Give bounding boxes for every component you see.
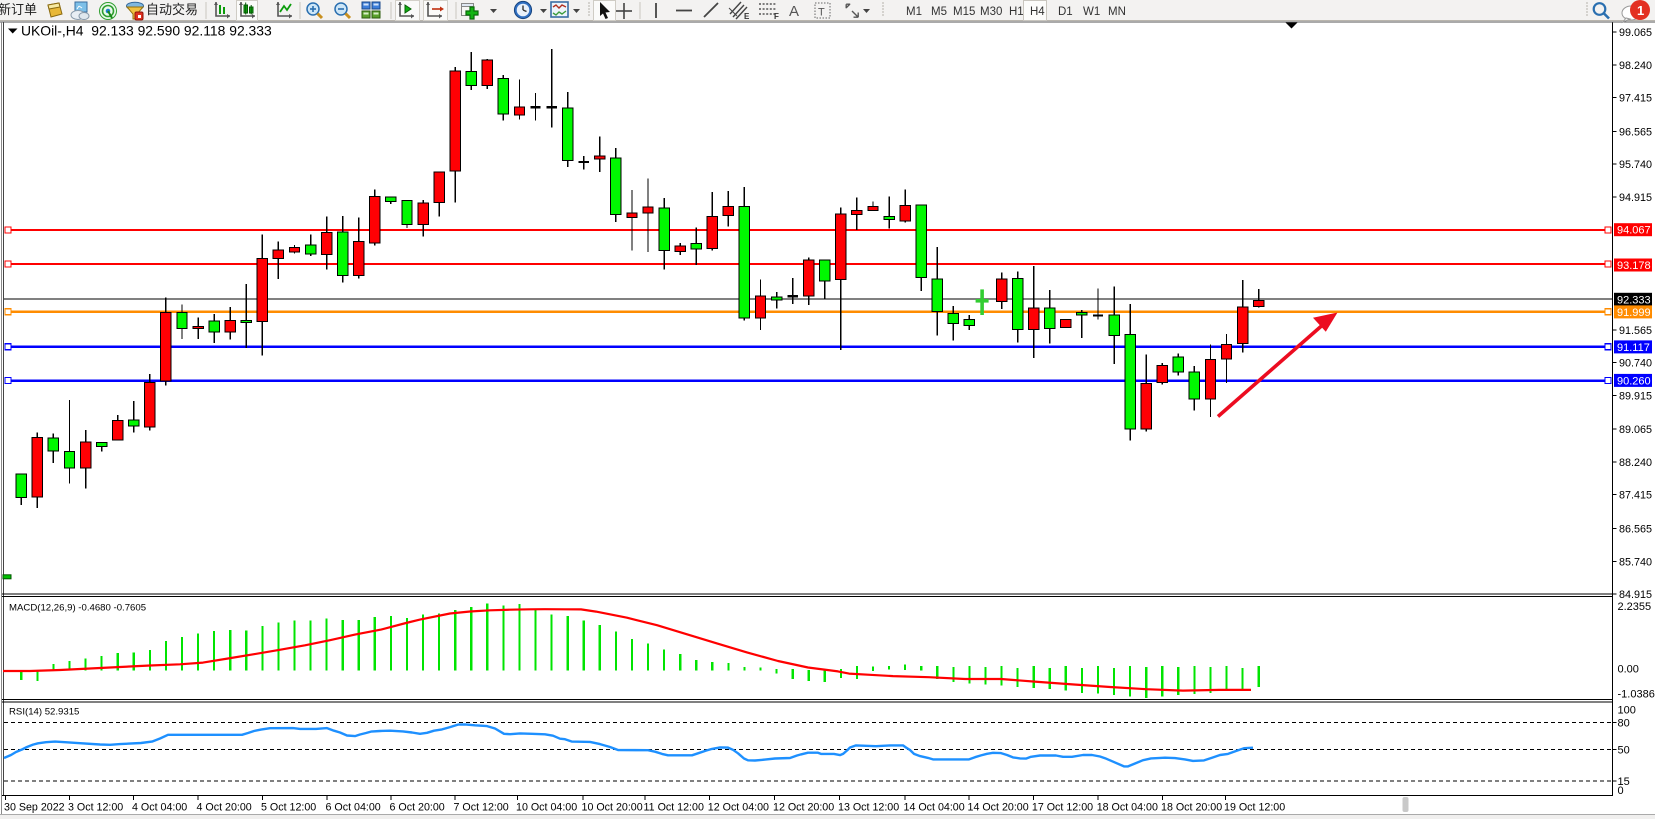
- svg-text:2.2355: 2.2355: [1618, 601, 1652, 613]
- svg-text:89.065: 89.065: [1619, 424, 1652, 436]
- svg-text:T: T: [818, 7, 825, 19]
- svg-text:UKOil-,H4 92.133 92.590 92.11: UKOil-,H4 92.133 92.590 92.118 92.333: [21, 23, 272, 39]
- svg-text:12 Oct 04:00: 12 Oct 04:00: [708, 802, 769, 814]
- svg-text:85.740: 85.740: [1619, 556, 1652, 568]
- svg-text:13 Oct 12:00: 13 Oct 12:00: [838, 802, 899, 814]
- svg-text:18 Oct 04:00: 18 Oct 04:00: [1097, 802, 1158, 814]
- svg-text:90.260: 90.260: [1617, 375, 1651, 387]
- svg-text:93.178: 93.178: [1617, 260, 1651, 272]
- svg-text:100: 100: [1618, 705, 1636, 717]
- svg-text:95.740: 95.740: [1619, 159, 1652, 171]
- svg-text:M5: M5: [931, 6, 947, 18]
- svg-text:4 Oct 20:00: 4 Oct 20:00: [197, 802, 252, 814]
- svg-text:87.415: 87.415: [1619, 490, 1652, 502]
- svg-text:11 Oct 12:00: 11 Oct 12:00: [644, 802, 704, 814]
- svg-text:F: F: [774, 12, 779, 21]
- svg-text:84.915: 84.915: [1619, 589, 1652, 601]
- svg-text:91.565: 91.565: [1619, 325, 1652, 337]
- svg-text:94.067: 94.067: [1617, 225, 1651, 237]
- svg-text:10 Oct 04:00: 10 Oct 04:00: [516, 802, 577, 814]
- svg-text:30 Sep 2022: 30 Sep 2022: [4, 802, 65, 814]
- svg-text:E: E: [744, 12, 750, 21]
- svg-text:A: A: [789, 3, 799, 20]
- svg-text:98.240: 98.240: [1619, 60, 1652, 72]
- svg-text:H4: H4: [1030, 6, 1045, 18]
- svg-text:M30: M30: [980, 6, 1002, 18]
- svg-text:15: 15: [1618, 776, 1630, 788]
- svg-text:1: 1: [1637, 3, 1644, 18]
- svg-text:0: 0: [1618, 785, 1624, 797]
- svg-text:80: 80: [1618, 718, 1630, 730]
- svg-text:91.999: 91.999: [1617, 307, 1651, 319]
- svg-text:14 Oct 20:00: 14 Oct 20:00: [968, 802, 1029, 814]
- svg-text:M15: M15: [953, 6, 975, 18]
- svg-text:94.915: 94.915: [1619, 192, 1652, 204]
- svg-text:4 Oct 04:00: 4 Oct 04:00: [132, 802, 187, 814]
- svg-text:90.740: 90.740: [1619, 358, 1652, 370]
- svg-text:MN: MN: [1108, 6, 1126, 18]
- svg-text:14 Oct 04:00: 14 Oct 04:00: [904, 802, 965, 814]
- svg-text:19 Oct 12:00: 19 Oct 12:00: [1224, 802, 1285, 814]
- svg-text:5 Oct 12:00: 5 Oct 12:00: [261, 802, 316, 814]
- svg-text:17 Oct 12:00: 17 Oct 12:00: [1032, 802, 1093, 814]
- svg-text:10 Oct 20:00: 10 Oct 20:00: [582, 802, 643, 814]
- svg-text:H1: H1: [1009, 6, 1024, 18]
- svg-text:96.565: 96.565: [1619, 126, 1652, 138]
- svg-text:99.065: 99.065: [1619, 27, 1652, 39]
- svg-text:-1.0386: -1.0386: [1618, 689, 1655, 701]
- svg-text:MACD(12,26,9) -0.4680 -0.7605: MACD(12,26,9) -0.4680 -0.7605: [9, 603, 146, 614]
- svg-text:3 Oct 12:00: 3 Oct 12:00: [68, 802, 123, 814]
- svg-text:89.915: 89.915: [1619, 390, 1652, 402]
- svg-text:新订单: 新订单: [0, 2, 37, 17]
- svg-text:50: 50: [1618, 745, 1630, 757]
- svg-text:18 Oct 20:00: 18 Oct 20:00: [1161, 802, 1222, 814]
- svg-text:D1: D1: [1058, 6, 1073, 18]
- svg-text:6 Oct 20:00: 6 Oct 20:00: [390, 802, 445, 814]
- svg-text:12 Oct 20:00: 12 Oct 20:00: [773, 802, 834, 814]
- svg-text:91.117: 91.117: [1617, 342, 1650, 354]
- svg-text:W1: W1: [1083, 6, 1100, 18]
- svg-text:自动交易: 自动交易: [146, 2, 198, 17]
- svg-text:M1: M1: [906, 6, 922, 18]
- svg-text:7 Oct 12:00: 7 Oct 12:00: [454, 802, 509, 814]
- svg-text:92.333: 92.333: [1617, 294, 1651, 306]
- svg-text:97.415: 97.415: [1619, 93, 1652, 105]
- svg-text:88.240: 88.240: [1619, 457, 1652, 469]
- svg-text:86.565: 86.565: [1619, 524, 1652, 536]
- svg-text:0.00: 0.00: [1618, 664, 1639, 676]
- svg-text:RSI(14) 52.9315: RSI(14) 52.9315: [9, 707, 79, 718]
- svg-text:6 Oct 04:00: 6 Oct 04:00: [326, 802, 381, 814]
